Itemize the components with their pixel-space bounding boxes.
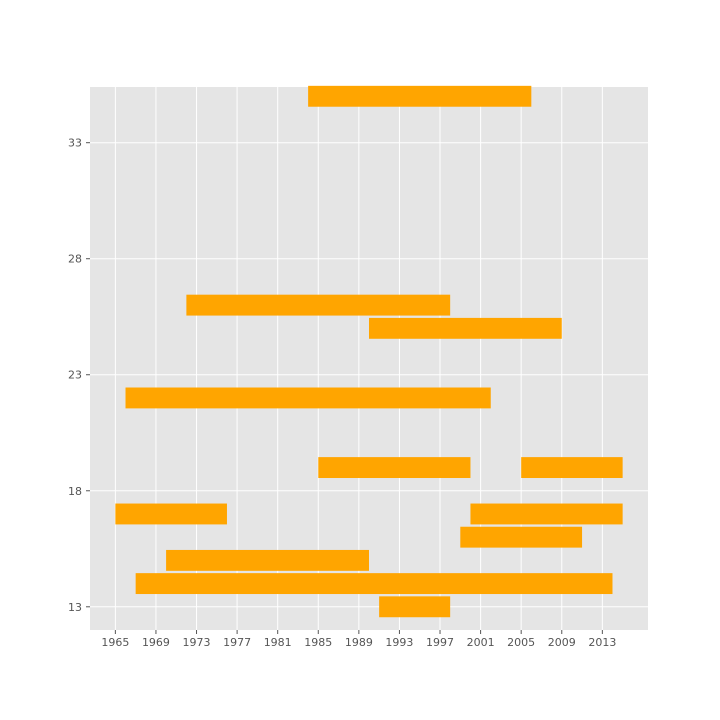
- x-tick-label: 1989: [345, 636, 373, 649]
- y-tick-label: 23: [68, 369, 82, 382]
- range-bar: [125, 387, 491, 409]
- x-tick-label: 1969: [142, 636, 170, 649]
- range-bar: [369, 317, 562, 339]
- x-tick-label: 1977: [223, 636, 251, 649]
- y-axis: 13 18 23 28 33: [68, 137, 90, 614]
- plot-background: [90, 87, 648, 630]
- y-tick-label: 18: [68, 485, 82, 498]
- range-bar: [470, 503, 623, 525]
- range-bar: [379, 596, 451, 618]
- x-tick-label: 1965: [101, 636, 129, 649]
- x-tick-label: 2009: [548, 636, 576, 649]
- range-bar: [115, 503, 227, 525]
- x-tick-label: 1993: [385, 636, 413, 649]
- x-axis: 1965 1969 1973 1977 1981 1985 1989 1993 1997 2001…: [101, 630, 616, 649]
- range-bar: [521, 457, 623, 479]
- x-tick-label: 1973: [183, 636, 211, 649]
- bars: [115, 85, 623, 618]
- range-bar: [308, 85, 532, 107]
- x-tick-label: 2001: [467, 636, 495, 649]
- y-tick-label: 33: [68, 137, 82, 150]
- x-tick-label: 1997: [426, 636, 454, 649]
- x-tick-label: 1985: [304, 636, 332, 649]
- range-bar: [318, 457, 471, 479]
- y-grid: [90, 142, 648, 608]
- range-bar: [186, 294, 451, 316]
- x-tick-label: 2013: [588, 636, 616, 649]
- x-tick-label: 2005: [507, 636, 535, 649]
- x-tick-label: 1981: [264, 636, 292, 649]
- range-bar: [166, 549, 369, 571]
- range-bar: [460, 526, 583, 548]
- range-bar: [135, 573, 613, 595]
- y-tick-label: 13: [68, 601, 82, 614]
- y-tick-label: 28: [68, 253, 82, 266]
